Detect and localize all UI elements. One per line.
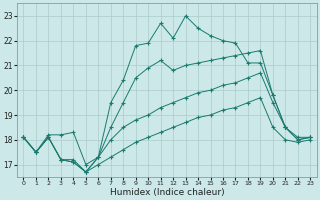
X-axis label: Humidex (Indice chaleur): Humidex (Indice chaleur)	[109, 188, 224, 197]
